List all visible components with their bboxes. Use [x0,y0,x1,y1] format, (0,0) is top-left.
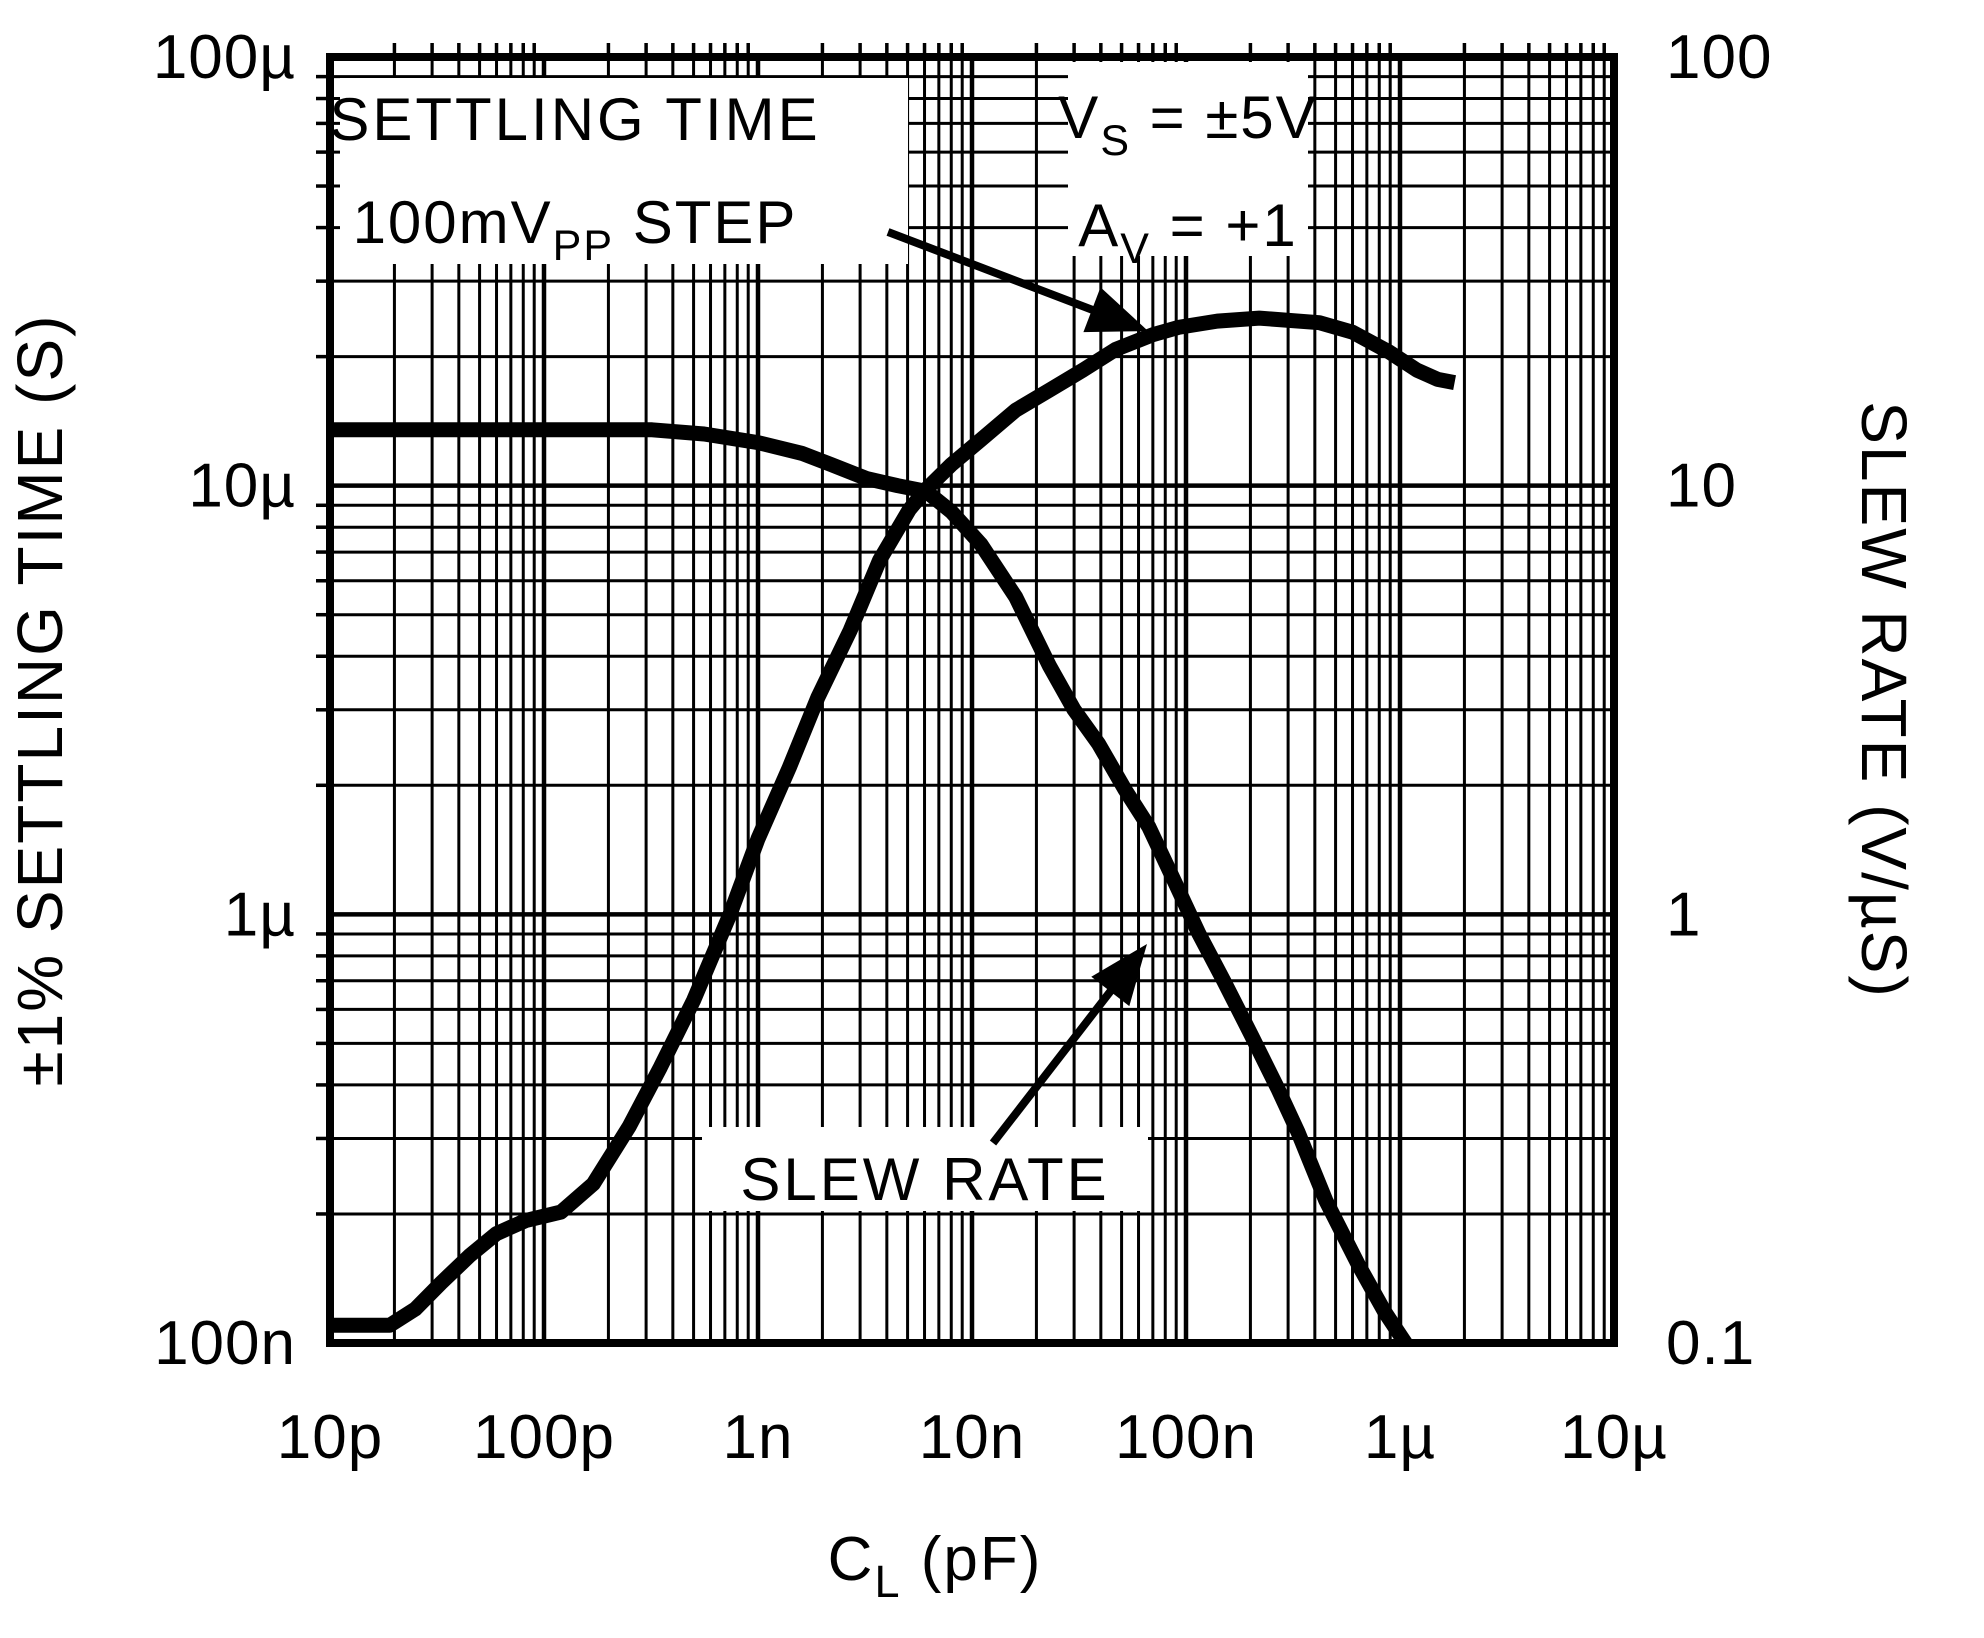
y-left-tick-label: 100µ [153,23,296,92]
y-left-tick-label: 10µ [188,452,296,521]
slew-label-box [702,1127,1148,1211]
x-tick-label: 10n [919,1403,1025,1472]
settling-time-curve [330,310,1456,1333]
x-tick-label: 100p [473,1403,615,1472]
annotation-step: 100mVPP STEP [353,189,798,270]
slew-rate-curve [330,422,1412,1348]
x-axis-title: CL (pF) [828,1525,1043,1607]
x-tick-label: 100n [1115,1403,1257,1472]
y-right-tick-label: 10 [1666,452,1737,521]
y-right-tick-label: 0.1 [1666,1309,1755,1378]
y-left-tick-label: 100n [154,1309,296,1378]
annotation-slew-rate: SLEW RATE [740,1146,1109,1213]
settling-label-box [340,78,908,264]
annotation-supply-condition: VS = ±5V [1058,84,1317,165]
x-tick-label: 1n [723,1403,794,1472]
settling-time-arrow-head [1083,287,1148,333]
y-right-tick-label: 1 [1666,880,1701,949]
x-tick-label: 10p [277,1403,383,1472]
slew-rate-arrow-head [1091,944,1147,1007]
settling-time-arrow-shaft [886,228,1103,317]
x-tick-label: 10µ [1560,1403,1668,1472]
x-tick-label: 1µ [1364,1403,1436,1472]
annotation-gain-condition: AV = +1 [1078,192,1298,273]
annotation-settling-time: SETTLING TIME [329,86,820,153]
conditions-label-box [1068,62,1308,256]
y-left-axis-title: ±1% SETTLING TIME (S) [4,314,76,1087]
plot-border [326,53,1618,1347]
y-right-tick-label: 100 [1666,23,1772,92]
y-right-axis-title: SLEW RATE (V/µS) [1848,401,1920,999]
slew-rate-arrow-shaft [989,981,1120,1146]
y-left-tick-label: 1µ [224,880,296,949]
